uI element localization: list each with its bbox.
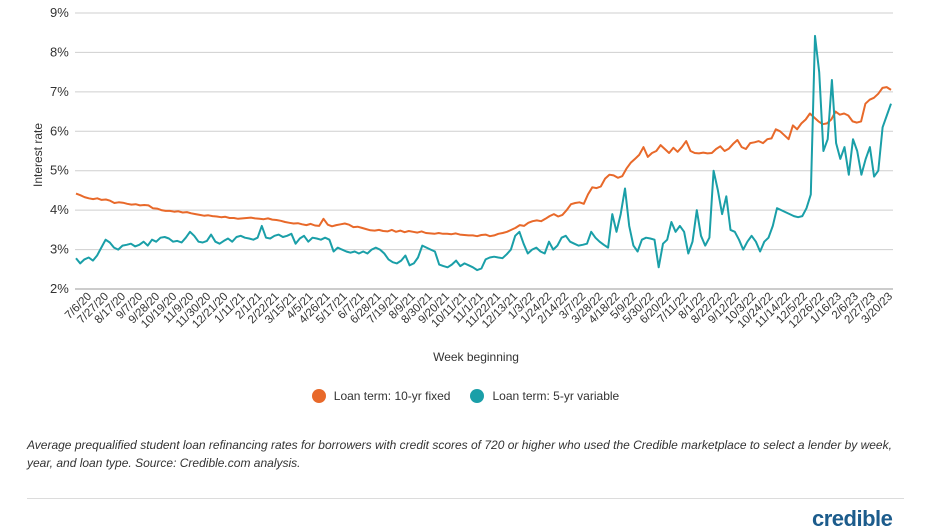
y-tick-label: 9% [50, 5, 69, 20]
legend-swatch-variable [470, 389, 485, 403]
footer-divider [27, 498, 904, 499]
y-tick-label: 8% [50, 44, 69, 59]
y-tick-label: 4% [50, 202, 69, 217]
y-tick-label: 7% [50, 84, 69, 99]
legend-label-variable: Loan term: 5-yr variable [492, 389, 620, 403]
credible-logo: credible [812, 506, 893, 531]
y-tick-label: 5% [50, 163, 69, 178]
y-tick-label: 6% [50, 123, 69, 138]
gridlines [75, 12, 893, 290]
x-axis-ticks: 7/6/207/27/208/17/209/7/209/28/2010/19/2… [63, 291, 895, 331]
series-line-10yr-fixed [75, 86, 892, 238]
legend-swatch-fixed [311, 389, 326, 403]
legend: Loan term: 10-yr fixed Loan term: 5-yr v… [0, 389, 931, 403]
x-axis-label: Week beginning [433, 350, 519, 364]
series-line-5yr-variable [75, 34, 892, 272]
legend-item-fixed[interactable]: Loan term: 10-yr fixed [311, 389, 451, 403]
line-chart: 2% 3% 4% 5% 6% 7% 8% 9% 7/6/207/27/208/17/209/7… [31, 5, 895, 364]
y-axis-ticks: 2% 3% 4% 5% 6% 7% 8% 9% [50, 5, 69, 296]
legend-item-variable[interactable]: Loan term: 5-yr variable [470, 389, 619, 403]
y-tick-label: 3% [50, 242, 69, 257]
y-axis-label: Interest rate [31, 123, 45, 187]
chart-caption: Average prequalified student loan refina… [27, 438, 892, 470]
legend-label-fixed: Loan term: 10-yr fixed [333, 389, 451, 403]
series-lines [75, 34, 892, 272]
y-tick-label: 2% [50, 281, 69, 296]
